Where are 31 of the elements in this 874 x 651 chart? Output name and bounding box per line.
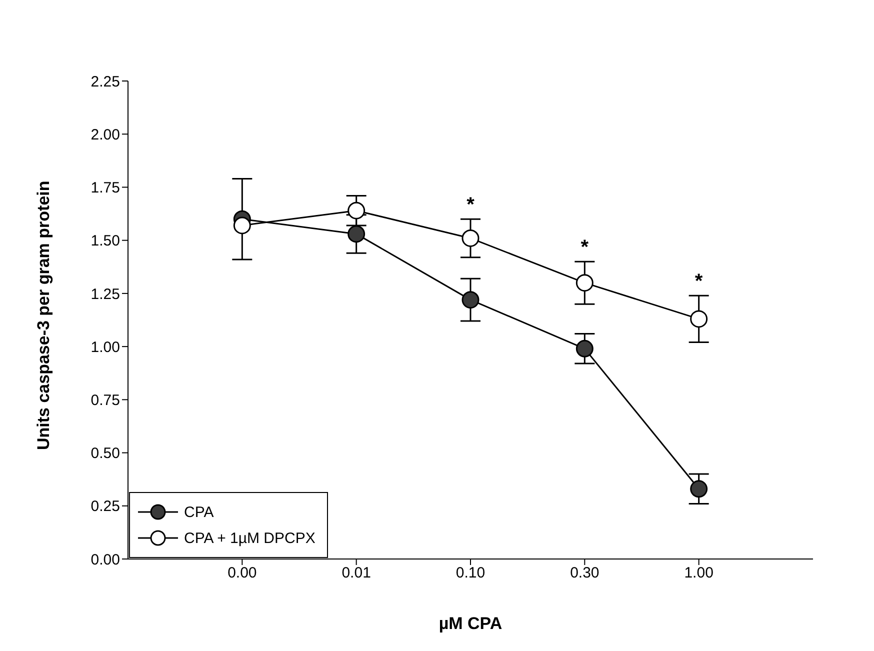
point [576,274,594,292]
y-tick-label: 1.25 [90,286,120,303]
legend-label: CPA + 1µM DPCPX [184,530,316,546]
legend-label: CPA [184,504,214,520]
y-tick-label: 0.50 [90,445,120,462]
x-tick-label: 0.01 [342,564,371,582]
annotation: * [580,236,589,259]
point [462,229,480,247]
annotation: * [466,194,475,216]
x-tick-label: 1.00 [684,564,714,582]
y-tick-label: 0.25 [90,498,120,516]
x-axis-title: µM CPA [438,614,502,633]
point [690,310,708,328]
y-tick-label: 1.75 [90,180,120,197]
y-tick-label: 2.25 [90,73,120,90]
point [576,340,594,358]
point [348,202,366,220]
y-tick-label: 0.00 [90,551,120,568]
y-tick-label: 2.00 [90,126,120,144]
x-tick-label: 0.10 [456,564,486,582]
point [462,291,480,309]
x-tick-label: 0.30 [570,564,600,582]
point [690,480,708,498]
point [233,216,251,234]
y-tick-label: 1.50 [90,232,120,250]
point [348,225,366,243]
x-tick-label: 0.00 [228,564,257,582]
y-tick-label: 1.00 [90,338,120,356]
annotation: * [694,270,703,293]
y-tick-label: 0.75 [90,392,120,409]
y-axis-title: Units caspase-3 per gram protein [34,180,54,450]
